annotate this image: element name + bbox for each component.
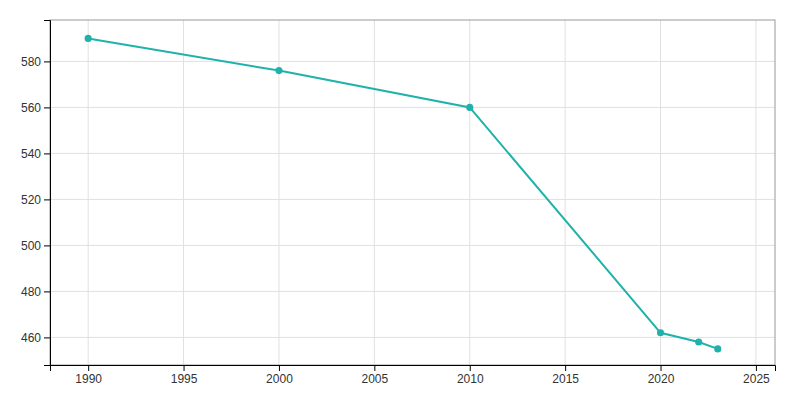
x-tick: 2025 — [743, 365, 770, 386]
x-tick-label: 2025 — [743, 372, 770, 386]
x-axis: 1990 1995 2000 2005 2010 2015 2020 2025 — [51, 365, 776, 386]
x-grid-line — [469, 20, 470, 365]
line — [88, 38, 718, 349]
x-tick: 2010 — [457, 365, 484, 386]
point — [657, 329, 664, 336]
y-tick-mark — [44, 199, 50, 200]
y-tick: 560 — [21, 101, 50, 115]
x-tick-mark — [279, 365, 280, 371]
x-tick-label: 1995 — [171, 372, 198, 386]
y-tick: 520 — [21, 193, 50, 207]
y-tick-mark — [44, 107, 50, 108]
y-tick-mark — [44, 61, 50, 62]
y-grid-line — [50, 291, 775, 292]
y-tick-mark — [44, 153, 50, 154]
x-tick-mark — [374, 365, 375, 371]
x-grid-line — [374, 20, 375, 365]
plot-area: 1990 1995 2000 2005 2010 2015 2020 2025 460 480 50… — [21, 20, 776, 386]
grid — [50, 20, 775, 365]
x-grid-line — [755, 20, 756, 365]
x-tick: 2000 — [266, 365, 293, 386]
point — [695, 338, 702, 345]
y-grid-line — [50, 107, 775, 108]
x-tick: 2015 — [552, 365, 579, 386]
y-tick: 540 — [21, 147, 50, 161]
y-grid-line — [50, 245, 775, 246]
y-tick-label: 520 — [21, 193, 41, 207]
x-tick-mark — [184, 365, 185, 371]
point — [714, 345, 721, 352]
point — [275, 67, 282, 74]
chart: 1990 1995 2000 2005 2010 2015 2020 2025 460 480 50… — [0, 0, 800, 400]
y-tick: 500 — [21, 239, 50, 253]
y-grid-line — [50, 337, 775, 338]
x-tick: 1990 — [75, 365, 102, 386]
y-tick-label: 540 — [21, 147, 41, 161]
x-tick-mark — [661, 365, 662, 371]
y-tick: 460 — [21, 331, 50, 345]
x-tick: 1995 — [171, 365, 198, 386]
y-axis: 460 480 500 520 540 560 580 — [21, 21, 51, 366]
y-tick: 580 — [21, 55, 50, 69]
y-tick-mark — [44, 291, 50, 292]
x-tick-mark — [88, 365, 89, 371]
y-grid-line — [50, 61, 775, 62]
x-tick-label: 2020 — [648, 372, 675, 386]
y-tick-label: 480 — [21, 285, 41, 299]
point — [85, 35, 92, 42]
x-grid-line — [88, 20, 89, 365]
y-tick-label: 580 — [21, 55, 41, 69]
x-tick-mark — [565, 365, 566, 371]
x-grid-line — [565, 20, 566, 365]
x-tick-mark — [756, 365, 757, 371]
y-tick: 480 — [21, 285, 50, 299]
x-grid-line — [183, 20, 184, 365]
x-grid-line — [660, 20, 661, 365]
y-grid-line — [50, 199, 775, 200]
x-tick-label: 2015 — [552, 372, 579, 386]
y-tick-label: 460 — [21, 331, 41, 345]
y-tick-mark — [44, 337, 50, 338]
y-tick-mark — [44, 245, 50, 246]
x-tick: 2020 — [648, 365, 675, 386]
x-tick-label: 1990 — [75, 372, 102, 386]
y-tick-label: 560 — [21, 101, 41, 115]
y-tick-label: 500 — [21, 239, 41, 253]
data-marks — [85, 35, 722, 353]
point — [466, 104, 473, 111]
y-axis-line — [44, 21, 51, 366]
x-tick-label: 2005 — [361, 372, 388, 386]
x-tick-label: 2010 — [457, 372, 484, 386]
x-tick: 2005 — [361, 365, 388, 386]
x-tick-mark — [470, 365, 471, 371]
plot-frame — [50, 20, 775, 365]
y-grid-line — [50, 153, 775, 154]
x-axis-line — [51, 366, 776, 372]
x-tick-label: 2000 — [266, 372, 293, 386]
